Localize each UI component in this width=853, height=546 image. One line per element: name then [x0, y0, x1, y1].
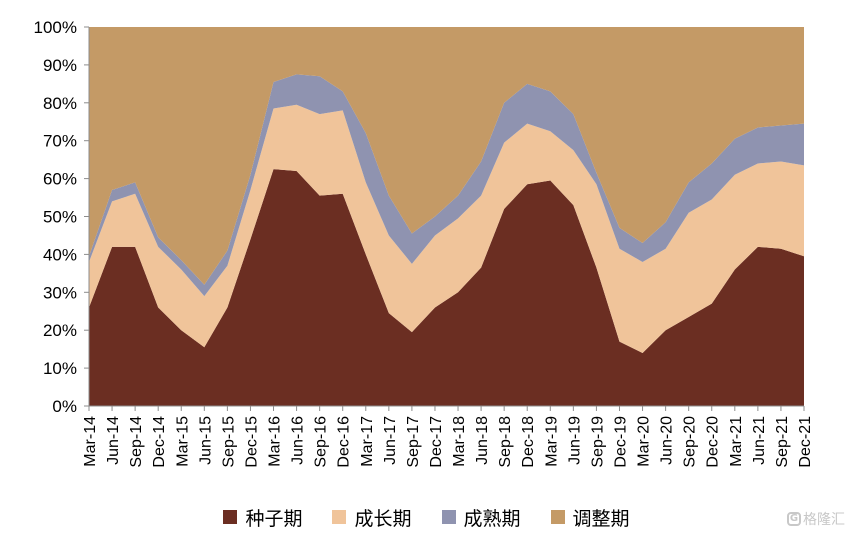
legend-swatch-mature: [441, 510, 456, 524]
x-tick-label: Jun-21: [751, 416, 768, 465]
x-tick-label: Jun-15: [197, 416, 214, 465]
x-tick-label: Dec-17: [428, 416, 445, 468]
legend-swatch-seed: [223, 510, 238, 524]
watermark: G 格隆汇: [787, 509, 845, 529]
watermark-logo-icon: G: [787, 512, 801, 526]
area-series-3: [89, 27, 804, 285]
legend-label-seed: 种子期: [245, 507, 303, 530]
x-tick-label: Mar-21: [728, 416, 745, 467]
x-tick-label: Dec-20: [705, 416, 722, 468]
area-series-0: [89, 169, 804, 406]
y-tick-label: 60%: [43, 170, 77, 189]
y-tick-label: 40%: [43, 245, 77, 264]
x-tick-label: Sep-20: [682, 416, 699, 468]
x-tick-label: Mar-16: [267, 416, 284, 467]
x-tick-label: Sep-17: [405, 416, 422, 468]
area-series-1: [89, 104, 804, 353]
y-tick-label: 20%: [43, 321, 77, 340]
legend-swatch-adjust: [550, 510, 565, 524]
x-tick-label: Jun-16: [290, 416, 307, 465]
y-tick-label: 50%: [43, 208, 77, 227]
x-tick-label: Dec-21: [797, 416, 814, 468]
x-tick-label: Dec-18: [520, 416, 537, 468]
y-tick-label: 0%: [52, 397, 77, 416]
x-tick-label: Sep-18: [497, 416, 514, 468]
areas-layer: [89, 27, 804, 406]
x-tick-labels: Mar-14 Jun-14 Sep-14 Dec-14 Mar-15 Jun-15 Sep-…: [82, 416, 814, 468]
y-tick-label: 80%: [43, 94, 77, 113]
y-tick-labels: 0% 10% 20% 30% 40% 50% 60% 70% 80% 90% 100%: [34, 18, 77, 416]
x-tick-label: Jun-18: [474, 416, 491, 465]
legend-item-growth: 成长期: [332, 504, 412, 531]
legend-item-mature: 成熟期: [441, 504, 521, 531]
legend-label-growth: 成长期: [354, 507, 412, 530]
axes-layer: [84, 26, 805, 411]
x-tick-label: Dec-14: [151, 416, 168, 468]
legend-item-adjust: 调整期: [550, 504, 630, 531]
y-tick-label: 70%: [43, 132, 77, 151]
y-tick-label: 10%: [43, 359, 77, 378]
x-tick-label: Sep-16: [313, 416, 330, 468]
x-tick-label: Sep-21: [774, 416, 791, 468]
legend-item-seed: 种子期: [223, 504, 302, 531]
watermark-text: 格隆汇: [803, 512, 845, 528]
legend-label-mature: 成熟期: [463, 507, 521, 530]
x-tick-label: Sep-15: [220, 416, 237, 468]
legend-swatch-growth: [332, 510, 347, 524]
x-tick-label: Mar-15: [174, 416, 191, 467]
x-tick-label: Jun-20: [659, 416, 676, 465]
x-tick-label: Dec-19: [612, 416, 629, 468]
x-tick-label: Jun-14: [105, 416, 122, 465]
legend-label-adjust: 调整期: [572, 507, 630, 530]
x-tick-label: Jun-17: [382, 416, 399, 465]
x-tick-label: Sep-14: [128, 416, 145, 468]
x-tick-label: Mar-20: [636, 416, 653, 467]
y-tick-label: 90%: [43, 56, 77, 75]
legend: 种子期 成长期 成熟期 调整期: [0, 502, 853, 532]
x-tick-label: Sep-19: [589, 416, 606, 468]
x-tick-label: Jun-19: [566, 416, 583, 465]
x-tick-label: Dec-15: [243, 416, 260, 468]
area-series-2: [89, 74, 804, 297]
x-tick-label: Mar-19: [543, 416, 560, 467]
x-tick-label: Mar-17: [359, 416, 376, 467]
y-tick-label: 100%: [34, 18, 77, 37]
y-tick-label: 30%: [43, 283, 77, 302]
x-tick-label: Mar-14: [82, 416, 99, 467]
x-tick-label: Dec-16: [336, 416, 353, 468]
x-tick-label: Mar-18: [451, 416, 468, 467]
